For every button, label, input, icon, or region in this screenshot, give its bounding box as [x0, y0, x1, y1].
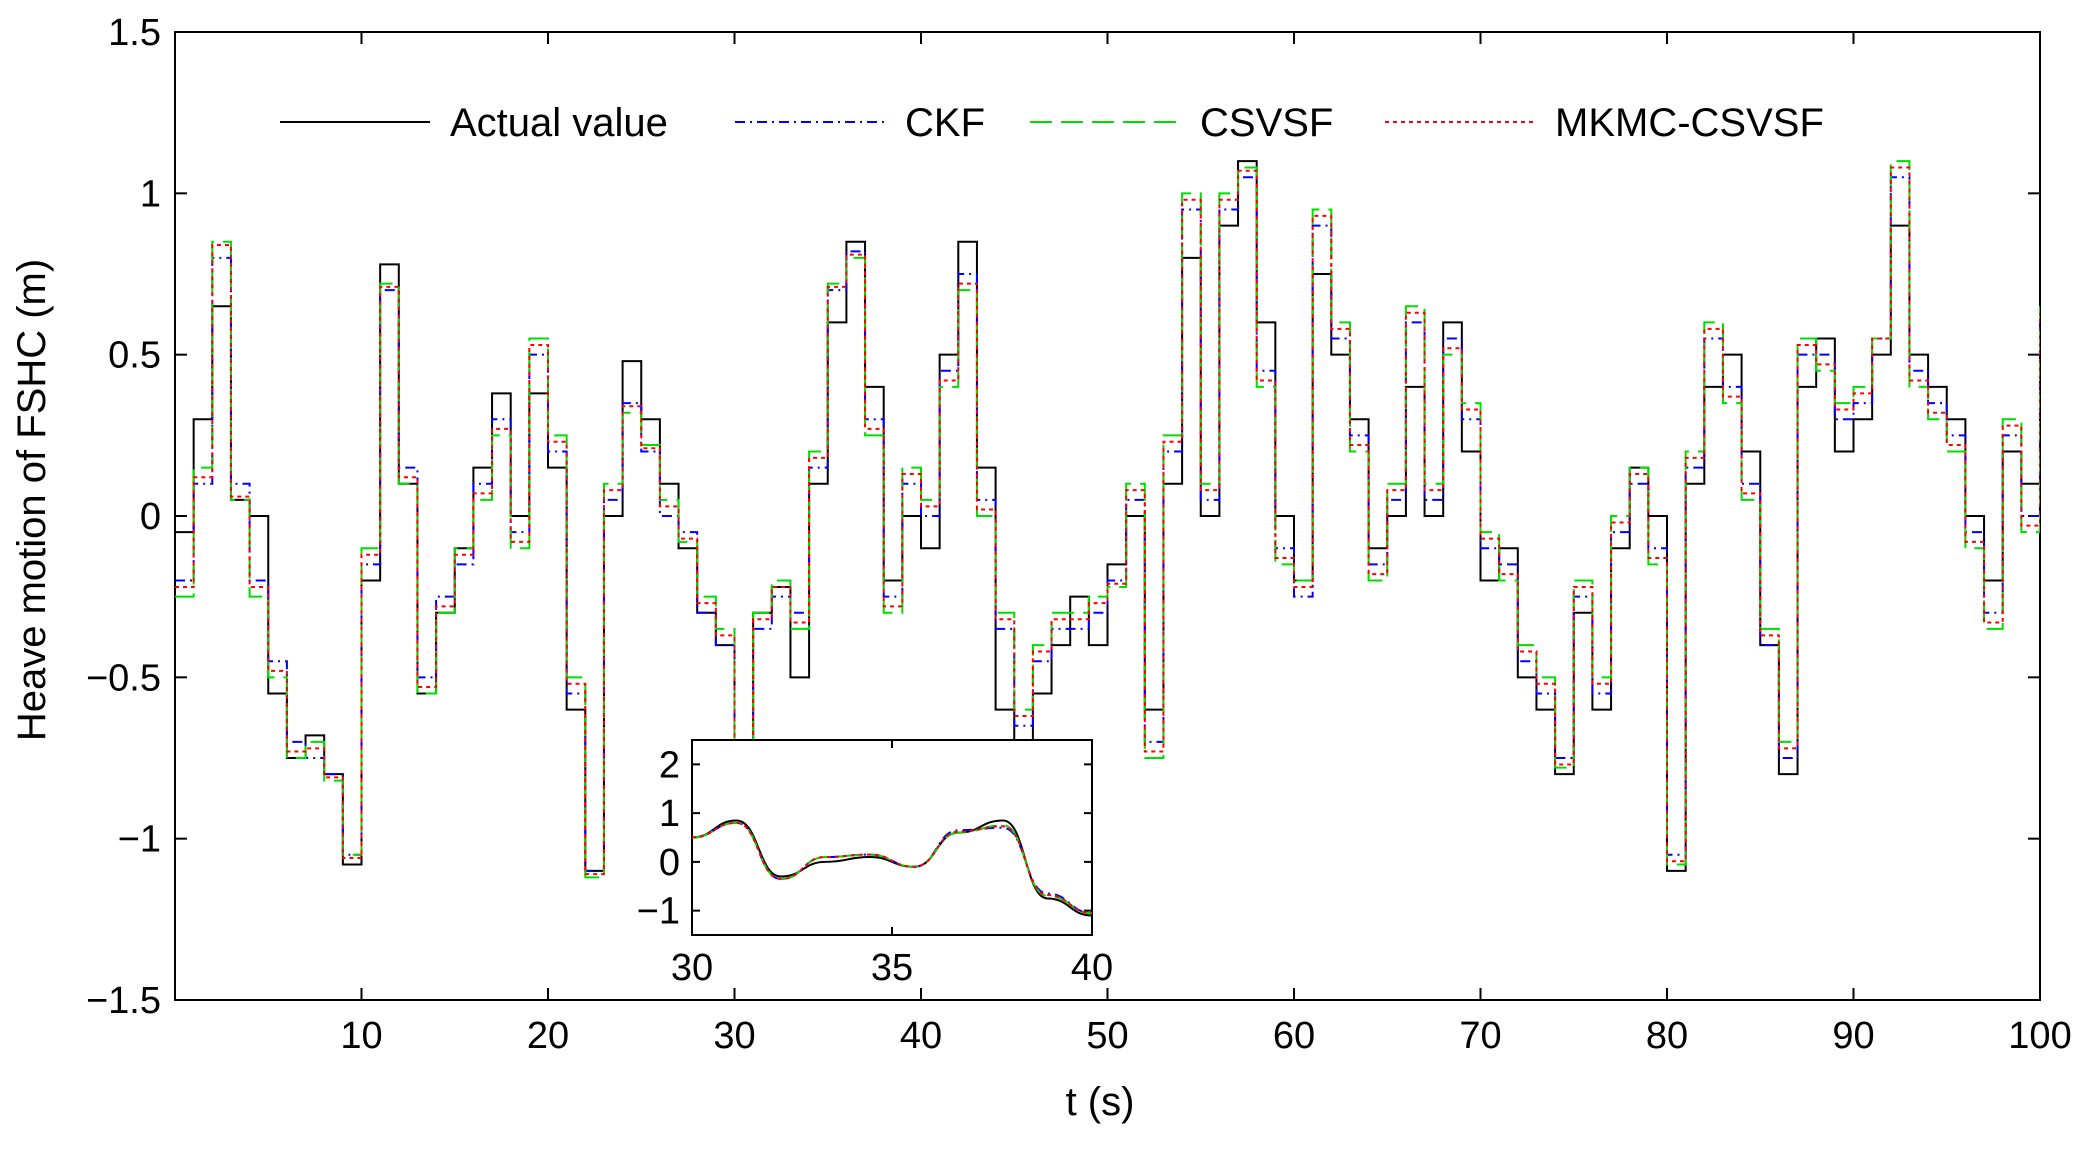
inset-y-tick-label: −1: [637, 891, 680, 933]
x-tick-label: 10: [340, 1015, 382, 1057]
inset-plot-area: 30 35 40 2 1 0 −1: [637, 739, 1113, 989]
inset-series-line: [692, 821, 1092, 915]
inset-y-tick-label: 0: [659, 842, 680, 884]
plot-frame: [174, 31, 2041, 1001]
y-tick-label: 0: [140, 496, 161, 538]
series-line: [175, 166, 2040, 876]
series-line: [175, 160, 2040, 879]
inset-y-tick-label: 1: [659, 793, 680, 835]
x-tick-label: 40: [900, 1015, 942, 1057]
inset-y-tick-label: 2: [659, 744, 680, 786]
x-tick-label: 80: [1646, 1015, 1688, 1057]
legend-label: Actual value: [450, 101, 668, 145]
y-tick-label: −0.5: [86, 657, 161, 699]
inset-series-line: [692, 821, 1092, 915]
legend-label: CSVSF: [1200, 101, 1333, 145]
x-axis-label: t (s): [1066, 1080, 1135, 1124]
x-tick-label: 60: [1273, 1015, 1315, 1057]
inset-x-tick-label: 40: [1071, 947, 1113, 989]
inset-frame: [691, 739, 1093, 936]
inset-x-tick-label: 35: [871, 947, 913, 989]
x-tick-label: 100: [2008, 1015, 2071, 1057]
legend-label: MKMC-CSVSF: [1555, 101, 1824, 145]
y-tick-label: 1.5: [108, 12, 161, 54]
series-group: [175, 160, 2040, 879]
y-tick-label: 1: [140, 173, 161, 215]
inset-series-group: [692, 819, 1092, 917]
x-tick-label: 30: [713, 1015, 755, 1057]
y-tick-label: −1.5: [86, 980, 161, 1022]
x-tick-label: 90: [1832, 1015, 1874, 1057]
x-tick-label: 50: [1086, 1015, 1128, 1057]
y-tick-label: −1: [118, 819, 161, 861]
y-axis-label: Heave motion of FSHC (m): [10, 259, 54, 741]
x-tick-label: 70: [1459, 1015, 1501, 1057]
inset-x-tick-label: 30: [671, 947, 713, 989]
y-tick-label: 0.5: [108, 335, 161, 377]
legend: Actual value CKF CSVSF MKMC-CSVSF: [280, 101, 1824, 145]
x-tick-label: 20: [527, 1015, 569, 1057]
legend-label: CKF: [905, 101, 985, 145]
